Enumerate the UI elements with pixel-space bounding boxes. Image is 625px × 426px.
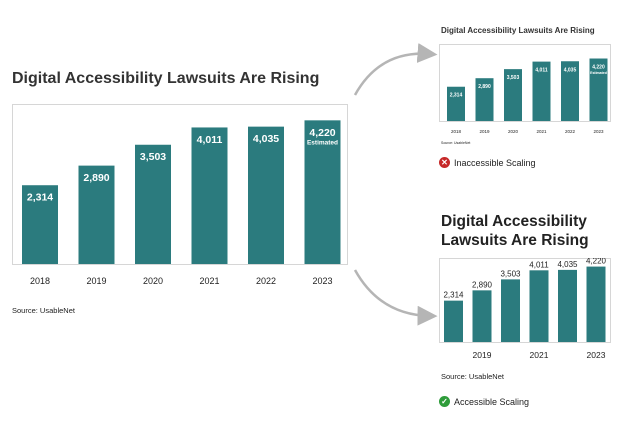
annotation-estimated: Estimated: [307, 139, 338, 146]
data-label-2021: 4,011: [535, 68, 547, 74]
data-label-2021: 4,011: [197, 134, 223, 146]
title-line-1: Digital Accessibility: [441, 213, 587, 230]
bar-2019: [78, 165, 115, 264]
left-chart-source: Source: UsableNet: [12, 306, 75, 315]
data-label-2021: 4,011: [529, 260, 549, 269]
x-tick-2023: 2023: [593, 129, 604, 134]
bar-2022: [248, 126, 284, 264]
x-tick-2019: 2019: [86, 276, 106, 286]
data-label-2018: 2,314: [27, 192, 53, 204]
arrow-up-icon: [353, 43, 438, 96]
bar-2023: [589, 58, 608, 121]
data-label-2023: 4,220: [309, 127, 335, 139]
data-label-2019: 2,890: [478, 84, 491, 90]
data-label-2018: 2,314: [450, 93, 463, 99]
check-circle-icon: ✓: [439, 396, 450, 407]
arrows-graphic: [353, 43, 438, 326]
bar-2018: [22, 185, 58, 264]
top-right-bar-chart: 2,314 2018 2,890 2019 3,503 2020 4,011 2021 4,03…: [439, 44, 611, 134]
top-right-chart-source: Source: UsableNet: [441, 141, 471, 145]
bar-2023: [586, 266, 606, 342]
x-tick-2021: 2021: [536, 129, 547, 134]
bar-2020: [504, 69, 522, 121]
annotation-estimated: Estimated: [590, 71, 607, 75]
x-tick-2019: 2019: [479, 129, 490, 134]
bar-2020: [135, 144, 171, 264]
bar-2020: [501, 279, 520, 342]
x-tick-2018: 2018: [30, 276, 50, 286]
x-tick-2022: 2022: [256, 276, 276, 286]
accessible-status-label: Accessible Scaling: [454, 396, 530, 407]
bottom-right-chart-source: Source: UsableNet: [441, 372, 504, 381]
x-tick-2022: 2022: [565, 129, 576, 134]
data-label-2023: 4,220: [592, 65, 605, 71]
data-label-2018: 2,314: [443, 291, 464, 300]
bar-2022: [558, 269, 577, 342]
bottom-right-bar-chart: 2,3142,89020193,5034,01120214,0354,220Es…: [439, 258, 611, 360]
chart-frame: [12, 104, 348, 265]
x-tick-2023: 2023: [312, 276, 332, 286]
bar-2018: [447, 86, 465, 121]
bar-2018: [444, 300, 463, 342]
x-tick-2020: 2020: [143, 276, 163, 286]
x-tick-2018: 2018: [451, 129, 462, 134]
bar-2022: [561, 61, 579, 121]
data-label-2019: 2,890: [472, 280, 493, 289]
inaccessible-status: ✕ Inaccessible Scaling: [439, 157, 536, 168]
chart-frame: [439, 44, 611, 122]
data-label-2020: 3,503: [507, 75, 520, 81]
left-bar-chart: 2,314 2018 2,890 2019 3,503 2020 4,011 2021 4,03…: [12, 104, 348, 286]
x-tick-2023: 2023: [587, 350, 606, 360]
title-line-2: Lawsuits Are Rising: [441, 232, 589, 249]
bar-2019: [475, 78, 494, 121]
data-label-2020: 3,503: [140, 151, 166, 163]
data-label-2022: 4,035: [564, 67, 577, 73]
data-label-2023: 4,220: [586, 258, 607, 266]
bar-2021: [191, 127, 228, 264]
x-tick-2021: 2021: [199, 276, 219, 286]
data-label-2022: 4,035: [253, 133, 279, 145]
x-tick-2021: 2021: [530, 350, 549, 360]
data-label-2022: 4,035: [557, 260, 578, 269]
chart-frame: [439, 258, 611, 343]
left-chart-title: Digital Accessibility Lawsuits Are Risin…: [12, 70, 320, 87]
bottom-right-chart-title: Digital Accessibility Lawsuits Are Risin…: [441, 212, 611, 250]
inaccessible-status-label: Inaccessible Scaling: [454, 157, 536, 168]
bar-2019: [472, 290, 492, 342]
x-circle-icon: ✕: [439, 157, 450, 168]
bar-2021: [529, 270, 549, 342]
accessible-status: ✓ Accessible Scaling: [439, 396, 529, 407]
data-label-2020: 3,503: [500, 269, 521, 278]
arrow-down-icon: [353, 269, 438, 326]
data-label-2019: 2,890: [83, 172, 109, 184]
bar-2021: [532, 61, 551, 121]
bar-2023: [304, 120, 341, 264]
x-tick-2019: 2019: [473, 350, 492, 360]
x-tick-2020: 2020: [508, 129, 519, 134]
top-right-chart-title: Digital Accessibility Lawsuits Are Risin…: [441, 26, 595, 35]
